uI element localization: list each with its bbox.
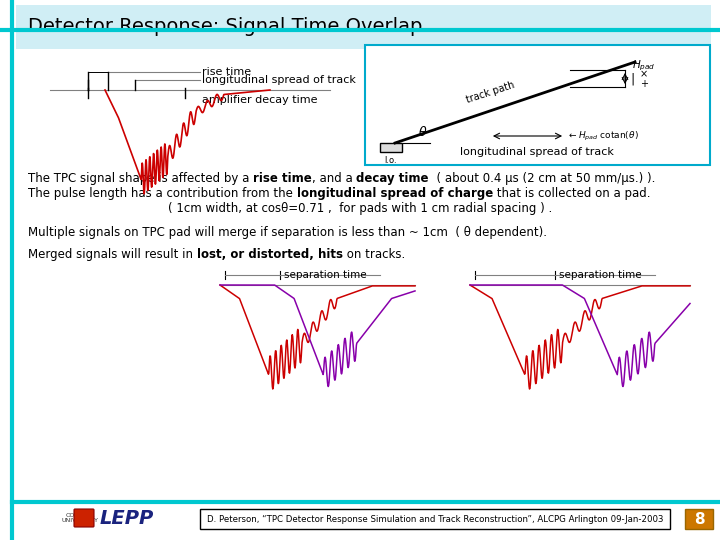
- Text: lost, or distorted, hits: lost, or distorted, hits: [197, 248, 343, 261]
- Text: that is collected on a pad.: that is collected on a pad.: [493, 187, 650, 200]
- Text: track path: track path: [464, 79, 516, 105]
- Text: longitudinal spread of charge: longitudinal spread of charge: [297, 187, 493, 200]
- Text: rise time: rise time: [253, 172, 312, 185]
- Bar: [200, 509, 670, 529]
- Text: $H_{pad}$: $H_{pad}$: [632, 59, 655, 73]
- Text: LEPP: LEPP: [100, 509, 154, 528]
- Text: on tracks.: on tracks.: [343, 248, 405, 261]
- Text: longitudinal spread of track: longitudinal spread of track: [202, 75, 356, 85]
- Bar: [365, 45, 710, 165]
- Text: Merged signals will result in: Merged signals will result in: [28, 248, 197, 261]
- Text: decay time: decay time: [356, 172, 429, 185]
- Text: 8: 8: [693, 511, 704, 526]
- Bar: [380, 143, 402, 152]
- Text: $\theta$: $\theta$: [418, 125, 428, 139]
- Text: l.o.: l.o.: [384, 156, 397, 165]
- Text: separation time: separation time: [284, 270, 366, 280]
- Text: amplifier decay time: amplifier decay time: [202, 95, 318, 105]
- Text: rise time: rise time: [202, 67, 251, 77]
- Text: ( about 0.4 μs (2 cm at 50 mm/μs.) ).: ( about 0.4 μs (2 cm at 50 mm/μs.) ).: [429, 172, 655, 185]
- Text: +: +: [640, 79, 648, 89]
- Text: Multiple signals on TPC pad will merge if separation is less than ~ 1cm  ( θ dep: Multiple signals on TPC pad will merge i…: [28, 226, 547, 239]
- Text: |: |: [630, 72, 634, 85]
- Text: ( 1cm width, at cosθ=0.71 ,  for pads with 1 cm radial spacing ) .: ( 1cm width, at cosθ=0.71 , for pads wit…: [168, 202, 552, 215]
- Text: The pulse length has a contribution from the: The pulse length has a contribution from…: [28, 187, 297, 200]
- Text: $\leftarrow H_{pad}$ cotan($\theta$): $\leftarrow H_{pad}$ cotan($\theta$): [567, 130, 639, 143]
- Text: D. Peterson, “TPC Detector Response Simulation and Track Reconstruction”, ALCPG : D. Peterson, “TPC Detector Response Simu…: [207, 515, 663, 523]
- Text: separation time: separation time: [559, 270, 642, 280]
- Text: longitudinal spread of track: longitudinal spread of track: [460, 147, 614, 157]
- FancyBboxPatch shape: [74, 509, 94, 527]
- Bar: [16, 5, 711, 49]
- Text: , and a: , and a: [312, 172, 356, 185]
- Text: Detector Response: Signal Time Overlap: Detector Response: Signal Time Overlap: [28, 17, 423, 37]
- Text: CORNELL
UNIVERSITY: CORNELL UNIVERSITY: [62, 512, 99, 523]
- Bar: [685, 509, 713, 529]
- Text: ×: ×: [640, 69, 648, 79]
- Text: The TPC signal shape is affected by a: The TPC signal shape is affected by a: [28, 172, 253, 185]
